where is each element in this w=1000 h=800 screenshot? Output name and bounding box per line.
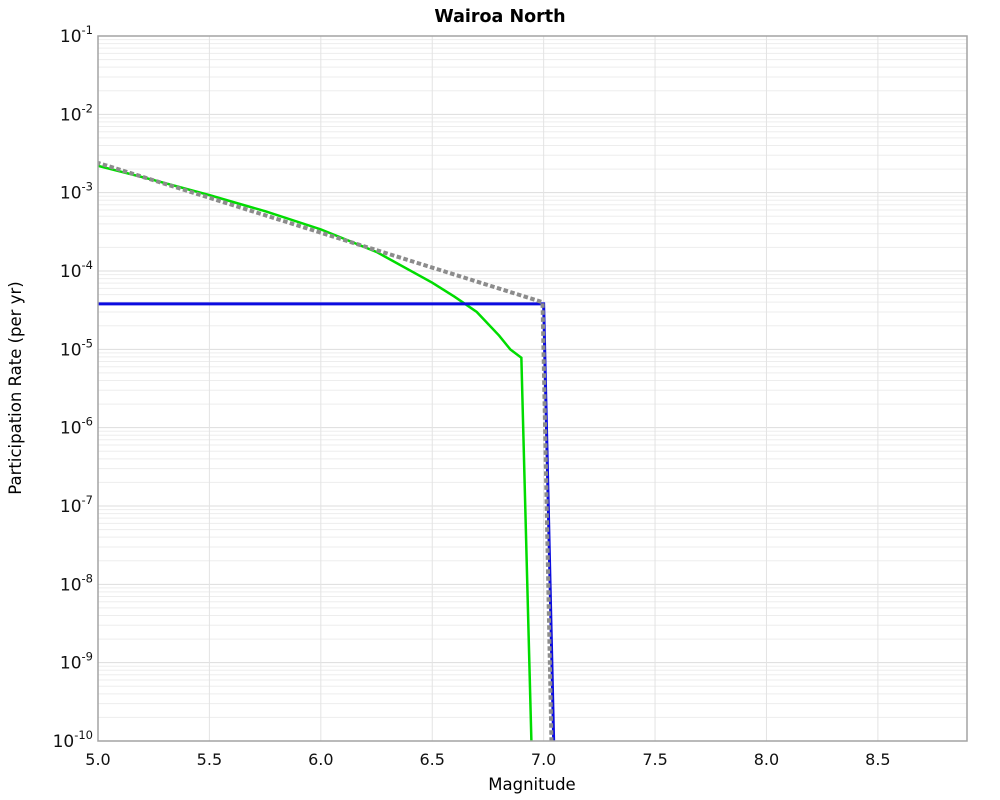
y-axis-label: Participation Rate (per yr) bbox=[6, 281, 25, 494]
y-tick-exponent: -2 bbox=[82, 101, 93, 115]
x-axis-label: Magnitude bbox=[488, 775, 575, 794]
x-tick-label: 7.0 bbox=[531, 750, 556, 769]
x-tick-label: 8.0 bbox=[754, 750, 779, 769]
x-tick-label: 7.5 bbox=[642, 750, 667, 769]
y-tick-exponent: -8 bbox=[82, 571, 93, 585]
x-tick-label: 8.5 bbox=[865, 750, 890, 769]
series-green-solid-curve bbox=[98, 164, 533, 741]
y-tick-exponent: -4 bbox=[82, 258, 93, 272]
y-tick-exponent: -9 bbox=[82, 650, 93, 664]
x-axis-tick-labels: 5.0 5.5 6.0 6.5 7.0 7.5 8.0 8.5 bbox=[85, 750, 890, 769]
series-gray-dotted-line bbox=[98, 160, 554, 741]
plot-area-border bbox=[97, 35, 968, 742]
y-tick-exponent: -10 bbox=[74, 728, 93, 742]
y-tick-exponent: -3 bbox=[82, 180, 93, 194]
y-tick-label: 10-6 bbox=[60, 415, 93, 439]
y-tick-exponent: -1 bbox=[82, 23, 93, 37]
x-tick-label: 6.5 bbox=[420, 750, 445, 769]
chart-title: Wairoa North bbox=[434, 7, 565, 27]
y-tick-exponent: -6 bbox=[82, 415, 93, 429]
y-tick-exponent: -5 bbox=[82, 336, 93, 350]
grid-lines bbox=[97, 35, 967, 742]
x-tick-label: 5.5 bbox=[197, 750, 222, 769]
x-tick-label: 5.0 bbox=[85, 750, 110, 769]
x-tick-label: 6.0 bbox=[308, 750, 333, 769]
y-tick-exponent: -7 bbox=[82, 493, 93, 507]
y-tick-label: 10-1 bbox=[60, 23, 93, 47]
series-lines bbox=[98, 160, 556, 741]
